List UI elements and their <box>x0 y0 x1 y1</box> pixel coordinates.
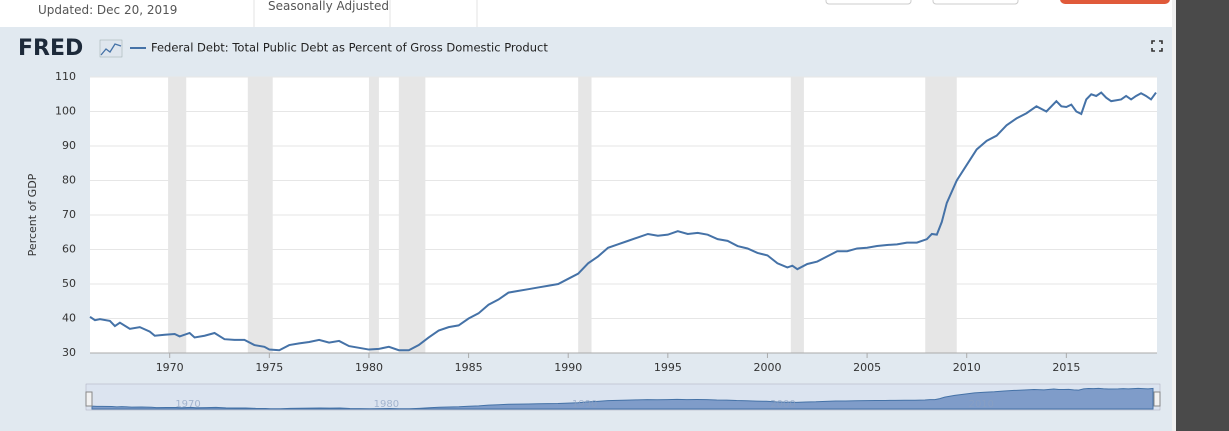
x-tick-label: 1970 <box>156 361 184 374</box>
y-tick-label: 100 <box>55 105 76 118</box>
y-tick-label: 40 <box>62 312 76 325</box>
right-edge-border <box>1172 0 1176 431</box>
navigator-label: 1970 <box>175 399 200 410</box>
x-tick-label: 1975 <box>255 361 283 374</box>
x-tick-label: 1980 <box>355 361 383 374</box>
x-tick-label: 1995 <box>654 361 682 374</box>
y-tick-label: 70 <box>62 208 76 221</box>
y-tick-label: 80 <box>62 174 76 187</box>
seasonal-adjustment: Seasonally Adjusted <box>268 0 389 13</box>
navigator-label: 1980 <box>374 399 399 410</box>
navigator-handle[interactable] <box>1153 391 1161 407</box>
navigator-area <box>91 387 1154 410</box>
x-tick-label: 2005 <box>853 361 881 374</box>
button[interactable] <box>825 0 912 5</box>
x-tick-label: 2000 <box>753 361 781 374</box>
fred-logo: FRED <box>18 36 83 61</box>
button[interactable] <box>932 0 1019 5</box>
navigator-label: 2000 <box>770 399 795 410</box>
updated-date: Updated: Dec 20, 2019 <box>38 3 177 17</box>
navigator-label: 1990 <box>572 399 597 410</box>
logo-icon <box>99 39 123 58</box>
navigator-handle[interactable] <box>85 391 93 407</box>
x-tick-label: 1990 <box>554 361 582 374</box>
y-tick-label: 60 <box>62 243 76 256</box>
legend-label: Federal Debt: Total Public Debt as Perce… <box>151 41 548 55</box>
y-tick-label: 110 <box>55 70 76 83</box>
y-axis-label: Percent of GDP <box>26 173 39 256</box>
x-tick-label: 2010 <box>953 361 981 374</box>
y-tick-label: 30 <box>62 346 76 359</box>
x-tick-label: 2015 <box>1052 361 1080 374</box>
y-tick-label: 90 <box>62 139 76 152</box>
data-line <box>89 91 1157 352</box>
right-edge <box>1172 0 1229 431</box>
button[interactable] <box>1060 0 1170 4</box>
fullscreen-icon[interactable] <box>1151 40 1163 52</box>
x-tick-label: 1985 <box>455 361 483 374</box>
y-tick-label: 50 <box>62 277 76 290</box>
navigator-label: 2010 <box>969 399 994 410</box>
